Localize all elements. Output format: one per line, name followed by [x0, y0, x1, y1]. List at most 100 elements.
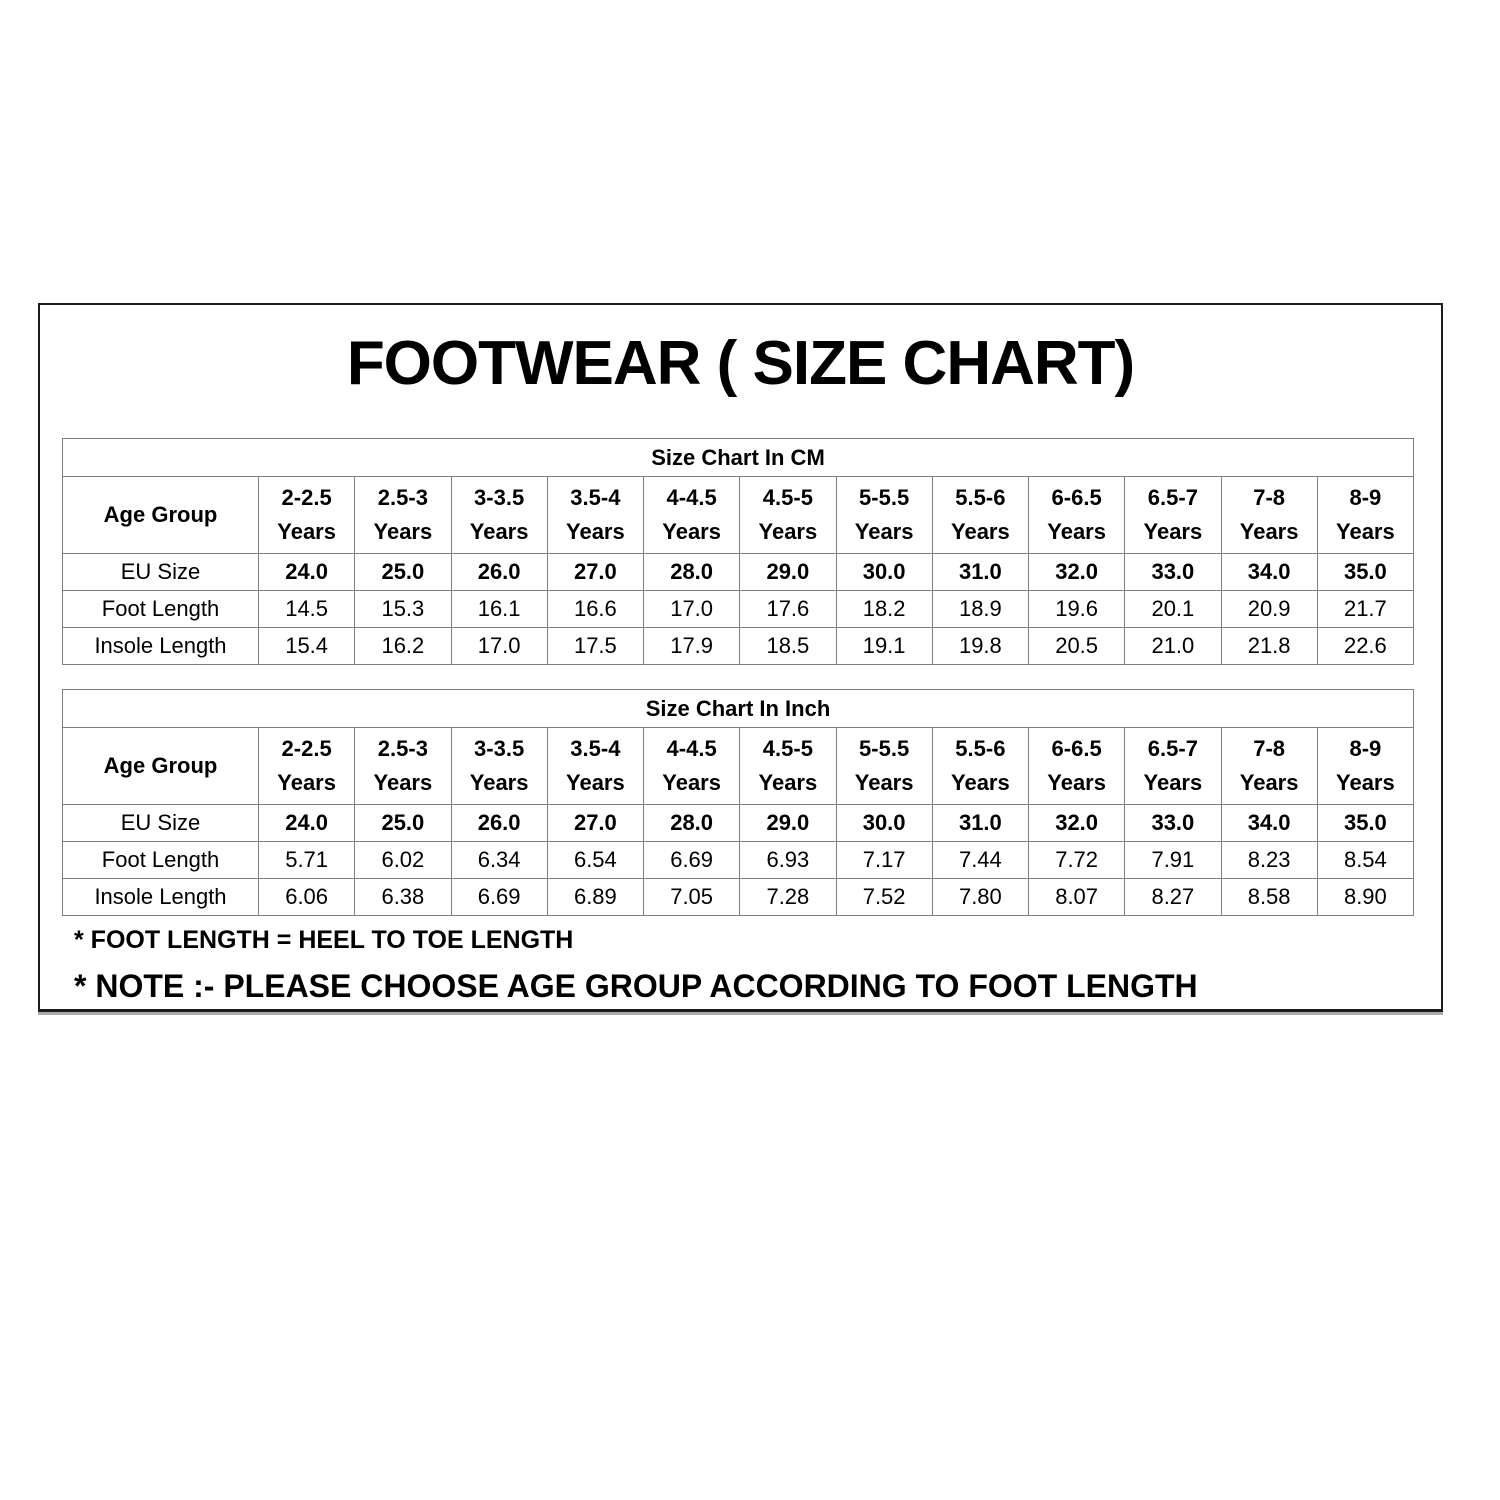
table-cell: 19.1: [835, 627, 933, 666]
age-suffix-label: Years: [277, 770, 336, 796]
page-title: FOOTWEAR ( SIZE CHART): [346, 329, 1135, 398]
corner-header-age-group: Age Group: [62, 727, 259, 806]
age-suffix-label: Years: [469, 770, 529, 796]
table-cell: 6.06: [257, 878, 356, 917]
age-suffix-label: Years: [758, 770, 818, 796]
table-cell: 8.27: [1124, 878, 1222, 917]
age-range-label: 8-9: [1349, 736, 1382, 762]
table-cell: 21.8: [1220, 627, 1318, 666]
row-label: EU Size: [62, 553, 259, 592]
table-cell: 21.0: [1124, 627, 1222, 666]
table-cell: 35.0: [1316, 804, 1415, 843]
column-header-age-group: 6-6.5 Years: [1027, 727, 1126, 806]
table-cell: 19.6: [1027, 590, 1126, 629]
age-suffix-label: Years: [662, 519, 721, 545]
table-cell: 20.9: [1220, 590, 1318, 629]
age-suffix-label: Years: [1239, 519, 1299, 545]
table-cell: 24.0: [257, 553, 356, 592]
table-cell: 29.0: [739, 553, 837, 592]
table-cell: 7.72: [1027, 841, 1126, 880]
age-range-label: 5-5.5: [859, 736, 910, 762]
age-range-label: 2.5-3: [377, 485, 428, 511]
age-range-label: 6-6.5: [1051, 485, 1102, 511]
column-header-age-group: 3.5-4 Years: [546, 727, 645, 806]
table-cell: 25.0: [354, 553, 452, 592]
table-cell: 34.0: [1220, 804, 1318, 843]
column-header-age-group: 5-5.5 Years: [835, 476, 933, 555]
corner-header-age-group: Age Group: [62, 476, 259, 555]
age-range-label: 3.5-4: [570, 485, 621, 511]
column-header-age-group: 2.5-3 Years: [354, 476, 452, 555]
age-range-label: 6.5-7: [1147, 736, 1198, 762]
table-cell: 7.05: [642, 878, 741, 917]
column-header-age-group: 4.5-5 Years: [739, 727, 837, 806]
table-cell: 7.91: [1124, 841, 1222, 880]
table-cell: 32.0: [1027, 553, 1126, 592]
age-suffix-label: Years: [1047, 519, 1106, 545]
column-header-age-group: 2-2.5 Years: [257, 476, 356, 555]
column-header-age-group: 3.5-4 Years: [546, 476, 645, 555]
table-cell: 20.1: [1124, 590, 1222, 629]
table-cell: 17.9: [642, 627, 741, 666]
table-cell: 20.5: [1027, 627, 1126, 666]
age-range-label: 6.5-7: [1147, 485, 1198, 511]
age-range-label: 3-3.5: [474, 736, 525, 762]
age-suffix-label: Years: [1143, 519, 1203, 545]
row-label: EU Size: [62, 804, 259, 843]
age-suffix-label: Years: [758, 519, 818, 545]
table-cell: 6.93: [739, 841, 837, 880]
table-cell: 33.0: [1124, 553, 1222, 592]
size-chart-table-cm: Size Chart In CM Age Group 2-2.5 Years 2.5-3…: [62, 438, 1415, 666]
age-range-label: 7-8: [1253, 736, 1286, 762]
table-cell: 6.69: [642, 841, 741, 880]
table-cell: 16.1: [450, 590, 548, 629]
table-cell: 8.58: [1220, 878, 1318, 917]
table-cell: 15.3: [354, 590, 452, 629]
age-range-label: 3-3.5: [474, 485, 525, 511]
column-header-age-group: 7-8 Years: [1220, 476, 1318, 555]
table-cell: 6.54: [546, 841, 645, 880]
age-suffix-label: Years: [373, 770, 433, 796]
table-cell: 18.2: [835, 590, 933, 629]
table-cell: 31.0: [931, 804, 1030, 843]
column-header-age-group: 6-6.5 Years: [1027, 476, 1126, 555]
table-cell: 35.0: [1316, 553, 1415, 592]
table-cell: 16.6: [546, 590, 645, 629]
row-label: Foot Length: [62, 841, 259, 880]
table-cell: 24.0: [257, 804, 356, 843]
column-header-age-group: 6.5-7 Years: [1124, 476, 1222, 555]
table-cell: 21.7: [1316, 590, 1415, 629]
table-cell: 30.0: [835, 804, 933, 843]
table-cell: 6.38: [354, 878, 452, 917]
size-chart-table-inch: Size Chart In Inch Age Group 2-2.5 Years 2.5…: [62, 689, 1415, 917]
column-header-age-group: 4.5-5 Years: [739, 476, 837, 555]
age-range-label: 5.5-6: [955, 485, 1006, 511]
column-header-age-group: 5.5-6 Years: [931, 476, 1030, 555]
age-range-label: 2-2.5: [281, 485, 332, 511]
table-cell: 30.0: [835, 553, 933, 592]
column-header-age-group: 2.5-3 Years: [354, 727, 452, 806]
table-cell: 28.0: [642, 804, 741, 843]
table-cell: 6.69: [450, 878, 548, 917]
table-cell: 6.02: [354, 841, 452, 880]
table-cell: 26.0: [450, 553, 548, 592]
age-suffix-label: Years: [1336, 770, 1395, 796]
column-header-age-group: 3-3.5 Years: [450, 727, 548, 806]
table-title: Size Chart In Inch: [62, 689, 1414, 729]
age-range-label: 4-4.5: [666, 485, 717, 511]
table-cell: 8.07: [1027, 878, 1126, 917]
table-cell: 33.0: [1124, 804, 1222, 843]
age-range-label: 3.5-4: [570, 736, 621, 762]
row-label: Foot Length: [62, 590, 259, 629]
table-cell: 29.0: [739, 804, 837, 843]
column-header-age-group: 7-8 Years: [1220, 727, 1318, 806]
age-range-label: 4.5-5: [762, 736, 813, 762]
table-cell: 31.0: [931, 553, 1030, 592]
footnote-choose-age-group: * NOTE :- PLEASE CHOOSE AGE GROUP ACCORD…: [74, 968, 1198, 1005]
size-chart-sheet: FOOTWEAR ( SIZE CHART) Size Chart In CM A…: [38, 303, 1443, 1012]
table-cell: 25.0: [354, 804, 452, 843]
table-cell: 32.0: [1027, 804, 1126, 843]
table-cell: 7.17: [835, 841, 933, 880]
table-cell: 17.5: [546, 627, 645, 666]
column-header-age-group: 5-5.5 Years: [835, 727, 933, 806]
